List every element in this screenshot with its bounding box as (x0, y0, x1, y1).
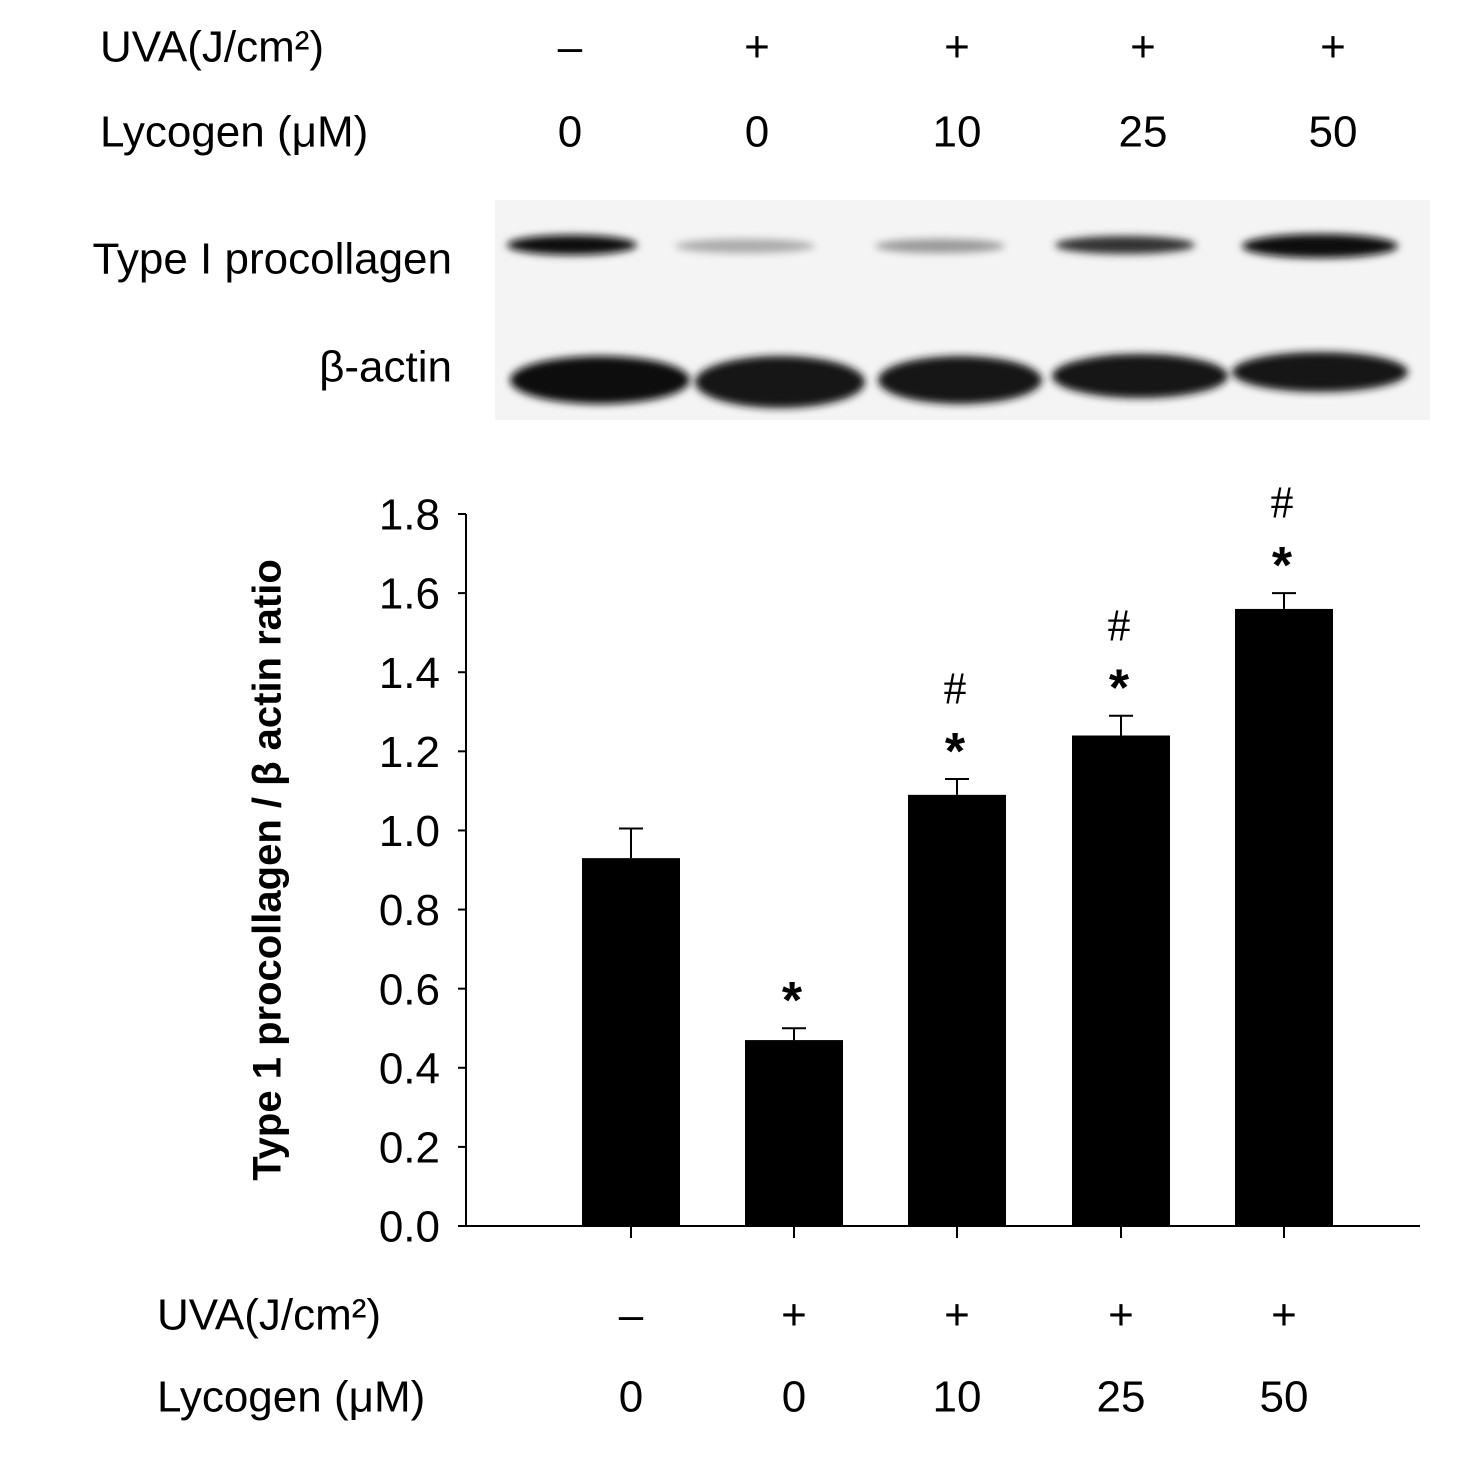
treatment-value: + (944, 1291, 970, 1340)
treatment-value: + (781, 1291, 807, 1340)
significance-star: * (782, 972, 803, 1030)
treatment-label: UVA(J/cm²) (157, 1291, 381, 1340)
bar (1235, 608, 1333, 1226)
significance-hash: # (1271, 477, 1294, 528)
treatment-value: 50 (1309, 108, 1358, 157)
treatment-value: 50 (1260, 1373, 1309, 1422)
treatment-value: 10 (933, 108, 982, 157)
procollagen-bands (507, 234, 1398, 258)
significance-hash: # (944, 663, 967, 714)
bar (1072, 735, 1170, 1226)
bar (582, 858, 680, 1226)
treatment-label: UVA(J/cm²) (100, 23, 324, 72)
error-bar (1272, 592, 1296, 609)
treatment-value: 10 (933, 1373, 982, 1422)
error-bar (945, 778, 969, 795)
y-tick-label: 0.2 (379, 1124, 440, 1173)
actin-bands (510, 352, 1408, 408)
treatment-label: Lycogen (μM) (157, 1373, 425, 1422)
y-tick-label: 1.0 (379, 807, 440, 856)
significance-star: * (1109, 659, 1130, 717)
treatment-value: + (744, 23, 770, 72)
error-bar (1109, 714, 1133, 736)
treatment-value: 0 (558, 108, 582, 157)
y-tick-label: 0.6 (379, 965, 440, 1014)
y-tick-label: 1.6 (379, 570, 440, 619)
error-bar (782, 1027, 806, 1041)
error-bar (619, 827, 643, 859)
blot-label: β-actin (319, 343, 452, 392)
treatment-value: + (944, 23, 970, 72)
treatment-label: Lycogen (μM) (100, 108, 368, 157)
treatment-value: 25 (1119, 108, 1168, 157)
significance-hash: # (1108, 599, 1131, 650)
treatment-value: + (1108, 1291, 1134, 1340)
treatment-value: 0 (782, 1373, 806, 1422)
treatment-value: 25 (1097, 1373, 1146, 1422)
y-tick-label: 1.4 (379, 649, 440, 698)
y-tick-label: 0.8 (379, 886, 440, 935)
treatment-value: + (1130, 23, 1156, 72)
blot-label: Type I procollagen (92, 235, 452, 284)
bar (745, 1040, 843, 1226)
y-tick-label: 0.4 (379, 1044, 440, 1093)
bar (908, 794, 1006, 1226)
treatment-value: + (1320, 23, 1346, 72)
treatment-value: 0 (619, 1373, 643, 1422)
treatment-value: + (1271, 1291, 1297, 1340)
treatment-value: – (558, 23, 583, 72)
treatment-value: 0 (745, 108, 769, 157)
significance-star: * (945, 723, 966, 781)
treatment-value: – (619, 1291, 644, 1340)
y-tick-label: 1.2 (379, 728, 440, 777)
y-tick-label: 0.0 (379, 1203, 440, 1252)
significance-star: * (1272, 537, 1293, 595)
y-tick-label: 1.8 (379, 491, 440, 540)
y-axis-label: Type 1 procollagen / β actin ratio (246, 559, 290, 1181)
